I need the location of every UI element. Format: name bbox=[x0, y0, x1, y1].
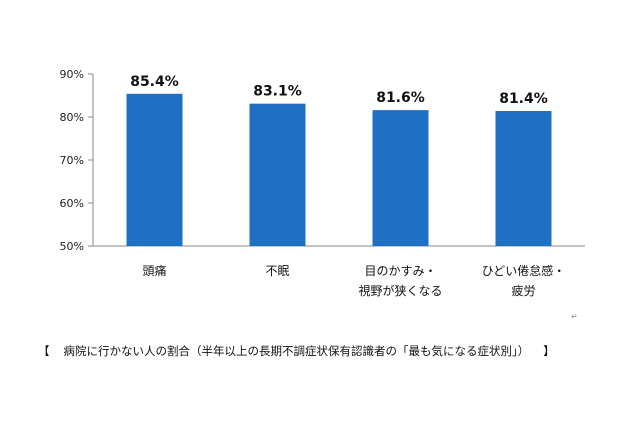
category-label: 疲労 bbox=[511, 283, 535, 298]
category-label: 視野が狭くなる bbox=[358, 283, 442, 298]
caption-text: 病院に行かない人の割合（半年以上の長期不調症状保有認識者の「最も気になる症状別」… bbox=[63, 344, 530, 358]
data-label: 83.1% bbox=[253, 84, 302, 100]
data-label: 81.4% bbox=[499, 91, 548, 107]
bar-chart: 50% 60% 70% 80% 90% 85.4% 83.1% 81.6% 81.4% 頭痛 不… bbox=[60, 68, 585, 298]
y-tick-label: 80% bbox=[60, 111, 84, 124]
category-label: 頭痛 bbox=[142, 263, 166, 278]
data-labels-group: 85.4% 83.1% 81.6% 81.4% bbox=[130, 74, 548, 107]
bars-group bbox=[126, 93, 552, 247]
category-label: 目のかすみ・ bbox=[364, 264, 436, 278]
category-label: 不眠 bbox=[265, 264, 289, 278]
caption-open-bracket: 【 bbox=[38, 344, 50, 358]
caption-close-bracket: 】 bbox=[543, 344, 555, 358]
y-tick-label: 60% bbox=[60, 197, 84, 210]
y-tick-label: 50% bbox=[60, 240, 84, 253]
category-label: ひどい倦怠感・ bbox=[482, 263, 566, 278]
y-tick-label: 90% bbox=[60, 68, 84, 81]
y-tick-label: 70% bbox=[60, 154, 84, 167]
data-label: 81.6% bbox=[376, 90, 425, 106]
bar bbox=[372, 110, 429, 247]
data-label: 85.4% bbox=[130, 74, 179, 90]
bar bbox=[126, 93, 183, 246]
chart-caption: 【病院に行かない人の割合（半年以上の長期不調症状保有認識者の「最も気になる症状別… bbox=[38, 343, 555, 359]
bar bbox=[495, 110, 552, 246]
paragraph-mark: ↵ bbox=[571, 312, 578, 321]
category-labels-group: 頭痛 不眠 目のかすみ・視野が狭くなる ひどい倦怠感・疲労 bbox=[142, 263, 565, 298]
bar bbox=[249, 103, 306, 246]
